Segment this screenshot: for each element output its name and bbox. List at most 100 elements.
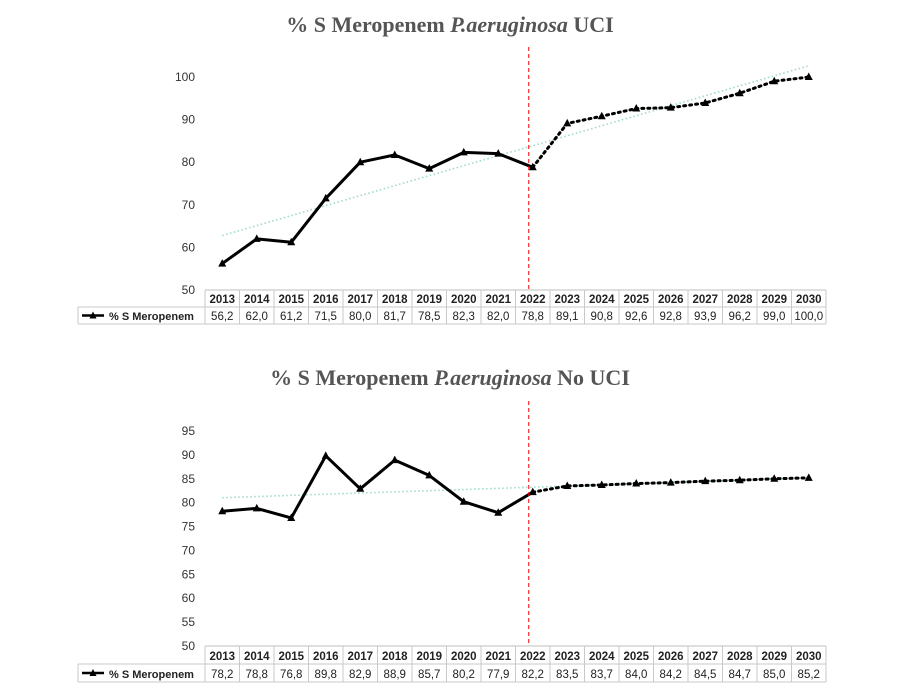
data-point xyxy=(321,193,330,202)
data-point xyxy=(597,480,606,488)
data-point xyxy=(356,484,365,492)
x-tick-label: 2029 xyxy=(761,294,787,306)
data-label: 82,2 xyxy=(522,669,544,681)
y-tick-label: 50 xyxy=(182,639,196,653)
data-label: 88,9 xyxy=(384,669,406,681)
x-tick-label: 2025 xyxy=(623,294,649,306)
data-point xyxy=(218,259,227,267)
data-label: 100,0 xyxy=(794,311,823,323)
data-label: 85,2 xyxy=(798,669,820,681)
data-label: 92,8 xyxy=(660,311,682,323)
data-point xyxy=(597,111,606,120)
x-tick-label: 2026 xyxy=(658,294,684,306)
data-label: 89,1 xyxy=(556,311,578,323)
data-point xyxy=(252,503,261,512)
chart-title-part: UCI xyxy=(568,12,614,37)
x-tick-label: 2018 xyxy=(382,294,408,306)
data-label: 78,8 xyxy=(522,311,544,323)
x-tick-label: 2024 xyxy=(589,294,615,306)
data-point xyxy=(425,164,434,172)
data-point xyxy=(218,506,227,515)
x-tick-label: 2025 xyxy=(623,651,649,663)
series-line-observed xyxy=(222,454,534,520)
y-tick-label: 100 xyxy=(175,70,195,84)
x-tick-label: 2013 xyxy=(209,651,235,663)
data-label: 85,0 xyxy=(763,669,785,681)
x-tick-label: 2027 xyxy=(692,294,718,306)
x-tick-label: 2015 xyxy=(278,294,304,306)
data-label: 77,9 xyxy=(487,669,509,681)
data-label: 56,2 xyxy=(211,311,233,323)
data-point xyxy=(666,103,675,111)
data-point xyxy=(494,508,503,516)
series-line-projected xyxy=(531,75,811,169)
x-tick-label: 2029 xyxy=(761,651,787,663)
x-tick-label: 2024 xyxy=(589,651,615,663)
data-label: 78,2 xyxy=(211,669,233,681)
x-tick-label: 2014 xyxy=(244,651,270,663)
data-point xyxy=(563,118,572,127)
data-point xyxy=(770,474,779,482)
y-tick-label: 90 xyxy=(182,113,196,127)
x-tick-label: 2021 xyxy=(485,651,511,663)
y-tick-label: 85 xyxy=(182,472,196,486)
data-label: 78,8 xyxy=(246,669,268,681)
x-tick-label: 2017 xyxy=(347,651,373,663)
x-tick-label: 2013 xyxy=(209,294,235,306)
y-tick-label: 60 xyxy=(182,591,196,605)
data-point xyxy=(666,478,675,486)
data-label: 83,5 xyxy=(556,669,578,681)
data-label: 82,0 xyxy=(487,311,509,323)
data-point xyxy=(252,234,261,242)
data-point xyxy=(701,476,710,485)
data-label: 62,0 xyxy=(246,311,268,323)
data-label: 90,8 xyxy=(591,311,613,323)
x-tick-label: 2026 xyxy=(658,651,684,663)
data-label: 61,2 xyxy=(280,311,302,323)
y-tick-label: 55 xyxy=(182,615,196,629)
x-tick-label: 2020 xyxy=(451,651,477,663)
y-tick-label: 70 xyxy=(182,543,196,557)
x-tick-label: 2014 xyxy=(244,294,270,306)
data-point xyxy=(287,513,296,521)
trendline xyxy=(222,65,809,237)
data-label: 76,8 xyxy=(280,669,302,681)
data-label: 84,0 xyxy=(625,669,647,681)
data-point xyxy=(494,149,503,157)
data-label: 78,5 xyxy=(418,311,440,323)
y-tick-label: 60 xyxy=(182,240,196,254)
data-point xyxy=(804,72,813,80)
data-point xyxy=(287,237,296,246)
x-tick-label: 2021 xyxy=(485,294,511,306)
data-point xyxy=(632,104,641,112)
x-tick-label: 2030 xyxy=(796,651,822,663)
data-point xyxy=(563,481,572,489)
x-tick-label: 2030 xyxy=(796,294,822,306)
y-tick-label: 80 xyxy=(182,496,196,510)
data-point xyxy=(321,451,330,459)
data-label: 96,2 xyxy=(729,311,751,323)
y-tick-label: 70 xyxy=(182,198,196,212)
chart-title-part: % S Meropenem xyxy=(270,365,434,390)
data-label: 99,0 xyxy=(763,311,785,323)
data-label: 81,7 xyxy=(384,311,406,323)
chart-title-part: % S Meropenem xyxy=(286,12,450,37)
x-tick-label: 2028 xyxy=(727,651,753,663)
data-label: 80,2 xyxy=(453,669,475,681)
x-tick-label: 2020 xyxy=(451,294,477,306)
data-point xyxy=(735,475,744,484)
data-point xyxy=(770,76,779,85)
data-label: 85,7 xyxy=(418,669,440,681)
x-tick-label: 2015 xyxy=(278,651,304,663)
data-point xyxy=(735,88,744,97)
x-tick-label: 2018 xyxy=(382,651,408,663)
series-line-observed xyxy=(221,150,534,265)
x-tick-label: 2028 xyxy=(727,294,753,306)
legend-label: % S Meropenem xyxy=(109,669,194,681)
x-tick-label: 2016 xyxy=(313,651,339,663)
data-point xyxy=(390,455,399,464)
x-tick-label: 2023 xyxy=(554,294,580,306)
x-tick-label: 2023 xyxy=(554,651,580,663)
x-tick-label: 2019 xyxy=(416,294,442,306)
